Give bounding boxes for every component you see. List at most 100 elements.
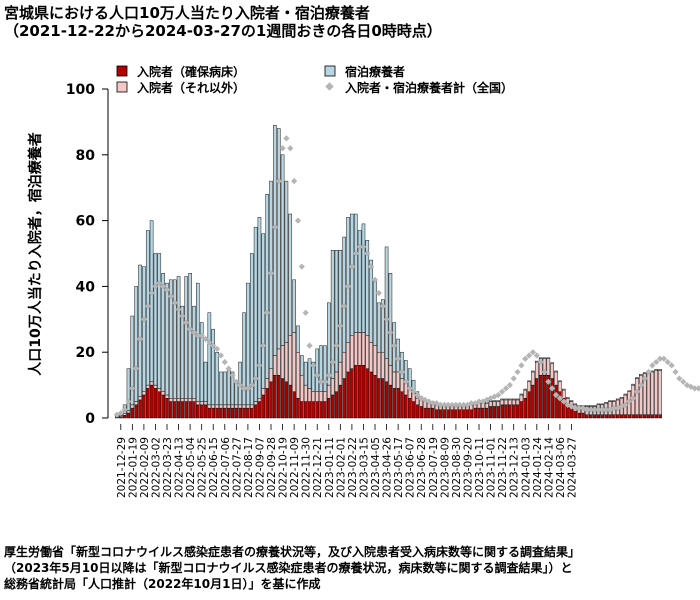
x-tick-label: 2023-03-15 — [358, 437, 370, 498]
bar-hospital-beds — [573, 411, 578, 419]
bar-hospital-beds — [126, 412, 131, 419]
bar-hospital-beds — [592, 414, 597, 419]
national-point — [148, 289, 155, 297]
bar-hospital-beds — [469, 409, 474, 419]
bar-hospital-other — [199, 401, 204, 406]
bar-hospital-other — [161, 391, 165, 396]
x-tick-label: 2023-11-01 — [486, 437, 498, 498]
bar-hospital-beds — [246, 407, 250, 419]
bar-hospital-beds — [323, 401, 327, 419]
bar-hospital-beds — [639, 414, 643, 419]
bar-hospital-other — [122, 413, 127, 416]
bar-hospital-other — [165, 394, 169, 399]
x-tick-label: 2023-09-20 — [462, 437, 474, 498]
bar-hospital-other — [265, 378, 269, 389]
bar-hospital-beds — [327, 398, 331, 419]
bar-hotel — [230, 371, 235, 406]
x-tick-label: 2022-07-27 — [231, 437, 243, 498]
national-point — [344, 283, 352, 290]
bar-hospital-other — [527, 381, 531, 392]
x-tick-label: 2022-01-19 — [127, 437, 139, 498]
bar-hospital-beds — [431, 407, 435, 419]
bar-hospital-beds — [523, 398, 528, 419]
bar-hospital-other — [334, 371, 339, 392]
bar-hospital-beds — [130, 407, 135, 419]
bar-hotel — [153, 253, 158, 386]
bar-hotel — [642, 372, 647, 374]
bar-hospital-other — [311, 391, 316, 402]
y-tick-label: 20 — [76, 345, 96, 361]
bar-hotel — [658, 369, 662, 371]
national-point — [560, 398, 567, 405]
legend-swatch — [324, 65, 336, 77]
bar-hospital-other — [223, 404, 227, 409]
bar-hospital-beds — [407, 398, 412, 419]
bar-hospital-other — [650, 371, 655, 415]
national-point — [264, 309, 271, 316]
bar-hotel — [519, 393, 524, 396]
bar-hospital-other — [554, 371, 558, 386]
bar-hospital-other — [508, 399, 512, 406]
y-axis-label: 人口10万人当たり入院者，宿泊療養者 — [27, 132, 44, 375]
bar-hospital-beds — [477, 407, 481, 419]
bar-hospital-beds — [411, 401, 416, 419]
national-point — [533, 352, 540, 359]
bar-hospital-beds — [257, 401, 262, 419]
bar-hotel — [573, 403, 578, 406]
bar-hospital-other — [261, 388, 266, 396]
national-point — [341, 303, 348, 310]
bar-hospital-other — [361, 332, 366, 366]
bar-hospital-beds — [442, 409, 447, 419]
national-point — [291, 178, 298, 185]
national-point — [603, 406, 610, 413]
bar-hospital-beds — [600, 414, 605, 419]
bar-hospital-beds — [492, 406, 497, 419]
bar-hospital-other — [169, 398, 173, 402]
x-tick-label: 2023-06-07 — [405, 437, 417, 498]
bar-hospital-other — [284, 342, 289, 383]
y-ticks: 0 20 40 60 80 100 — [66, 82, 108, 427]
bar-hotel — [169, 279, 173, 399]
bar-hospital-beds — [284, 381, 289, 419]
bar-hospital-beds — [296, 398, 300, 419]
national-point — [587, 406, 594, 413]
bar-hospital-beds — [481, 407, 485, 419]
bar-hospital-beds — [608, 414, 612, 419]
bar-hospital-other — [330, 378, 335, 396]
bar-hospital-other — [234, 404, 239, 409]
bar-hospital-other — [639, 375, 643, 415]
bar-hotel — [330, 249, 335, 379]
source-note-line-3: 総務省統計局「人口推計（2022年10月1日）」を基に作成 — [4, 577, 321, 591]
bar-hotel — [300, 355, 304, 376]
bar-hospital-other — [134, 401, 138, 406]
bars-layer — [115, 124, 662, 419]
bar-hospital-other — [511, 399, 516, 406]
bar-hotel — [396, 338, 400, 373]
bar-hotel — [126, 368, 131, 411]
x-tick-label: 2023-01-11 — [324, 437, 336, 498]
bar-hospital-beds — [196, 404, 200, 419]
bar-hospital-other — [188, 398, 192, 402]
national-point — [475, 398, 483, 405]
national-point — [525, 352, 533, 359]
bar-hotel — [334, 249, 339, 373]
bar-hospital-beds — [145, 388, 150, 419]
bar-hospital-beds — [388, 384, 393, 419]
national-point — [260, 342, 267, 349]
national-point — [317, 378, 325, 385]
bar-hospital-other — [157, 388, 162, 392]
bar-hospital-other — [203, 401, 208, 406]
x-tick-label: 2024-03-06 — [555, 437, 567, 498]
bar-hospital-beds — [157, 391, 162, 419]
bar-hospital-beds — [612, 414, 616, 419]
x-tick-label: 2022-12-21 — [312, 437, 324, 498]
bar-hotel — [188, 273, 192, 399]
bar-hospital-beds — [569, 407, 574, 419]
bar-hospital-beds — [465, 409, 470, 419]
bar-hospital-beds — [450, 409, 454, 419]
bar-hospital-beds — [423, 407, 427, 419]
x-tick-label: 2024-03-27 — [566, 437, 578, 498]
bar-hospital-beds — [585, 414, 589, 419]
bar-hotel — [315, 348, 320, 392]
national-point — [302, 309, 309, 316]
